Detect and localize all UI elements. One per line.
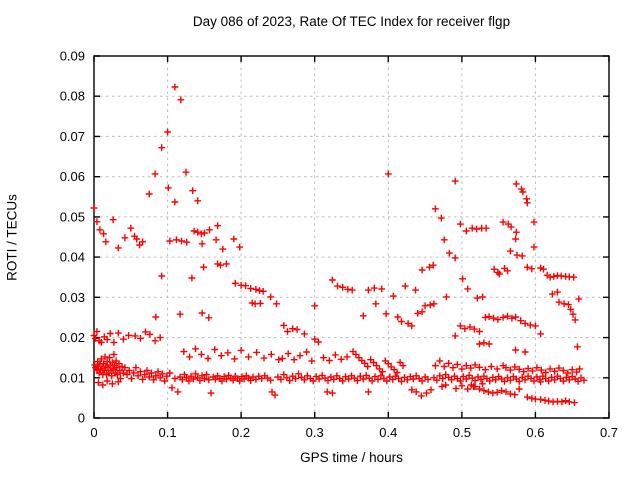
y-tick-label: 0 [78, 411, 85, 426]
grid-lines [94, 56, 609, 418]
y-tick-label: 0.04 [60, 250, 85, 265]
y-tick-label: 0.09 [60, 49, 85, 64]
y-tick-label: 0.01 [60, 370, 85, 385]
x-tick-label: 0.3 [306, 425, 324, 440]
plot-frame [93, 55, 610, 419]
y-tick-label: 0.08 [60, 89, 85, 104]
data-points [90, 83, 588, 407]
y-tick-label: 0.07 [60, 129, 85, 144]
x-tick-label: 0.5 [453, 425, 471, 440]
x-tick-label: 0 [90, 425, 97, 440]
x-tick-label: 0.6 [526, 425, 544, 440]
x-tick-label: 0.2 [232, 425, 250, 440]
x-tick-label: 0.4 [379, 425, 397, 440]
x-axis-label: GPS time / hours [300, 450, 403, 465]
y-tick-label: 0.06 [60, 169, 85, 184]
y-tick-label: 0.02 [60, 330, 85, 345]
y-tick-label: 0.03 [60, 290, 85, 305]
chart-title: Day 086 of 2023, Rate Of TEC Index for r… [192, 14, 511, 29]
x-tick-label: 0.7 [600, 425, 618, 440]
x-tick-label: 0.1 [159, 425, 177, 440]
y-tick-label: 0.05 [60, 209, 85, 224]
axis-ticks [93, 55, 610, 419]
